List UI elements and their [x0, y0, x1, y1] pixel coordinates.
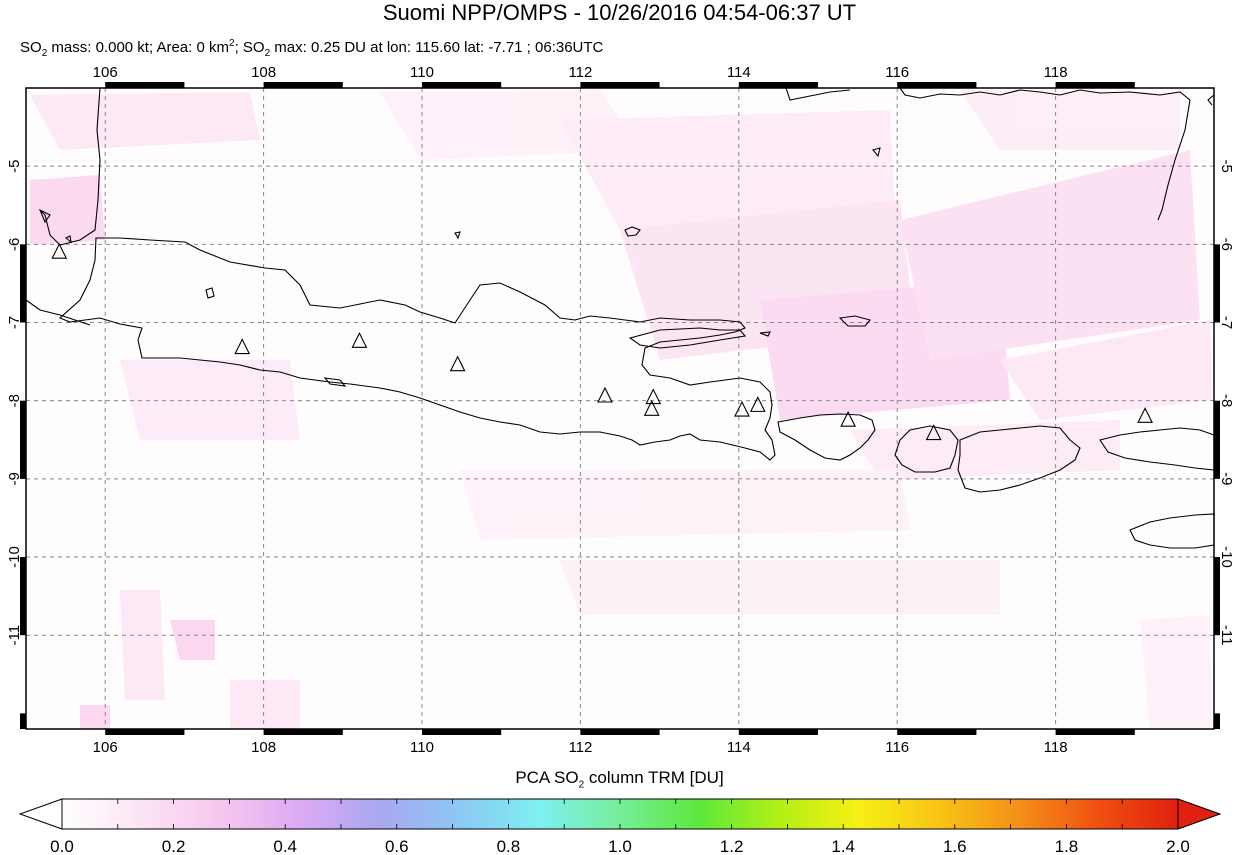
border-bar-top	[1055, 82, 1135, 88]
border-bar-left	[20, 557, 26, 636]
lon-tick-label-top: 112	[568, 64, 592, 81]
colorbar: 0.0 0.2 0.4 0.6 0.8 1.0 1.2 1.4 1.6 1.8 2.0	[18, 798, 1222, 855]
border-bar-bottom	[105, 729, 185, 735]
volcano-icon	[840, 410, 856, 427]
border-bar-bottom	[1055, 729, 1135, 735]
volcano-icon	[449, 355, 466, 372]
map-border-scale	[20, 82, 1220, 735]
lat-tick-label-right: -6	[1218, 238, 1235, 251]
volcano-icon	[234, 338, 251, 355]
colorbar-min-arrow	[18, 798, 63, 830]
border-bar-left	[20, 400, 26, 479]
border-bar-left	[20, 244, 26, 323]
map-gridlines	[26, 88, 1214, 729]
lat-tick-label-left: -5	[6, 159, 23, 172]
lat-tick-label-left: -11	[6, 625, 23, 646]
lon-tick-label-top: 108	[251, 64, 276, 81]
border-bar-top	[738, 82, 818, 88]
colorbar-tick-label: 2.0	[1166, 837, 1190, 855]
border-bar-bottom	[738, 729, 818, 735]
lat-tick-label-right: -7	[1218, 316, 1235, 329]
colorbar-max-arrow	[1177, 798, 1222, 830]
border-bar-right	[1214, 557, 1220, 636]
bali-coast	[777, 413, 876, 461]
colorbar-tick-label: 1.6	[943, 837, 967, 855]
colorbar-tick-label: 1.4	[831, 837, 855, 855]
lon-tick-label-bottom: 116	[885, 739, 909, 756]
lat-tick-label-left: -7	[6, 316, 23, 329]
lat-tick-label-left: -6	[6, 238, 23, 251]
volcano-markers	[51, 242, 1153, 441]
colorbar-tick-label: 0.2	[162, 837, 186, 855]
border-bar-bottom	[263, 729, 343, 735]
lon-tick-label-top: 116	[885, 64, 909, 81]
volcano-icon	[749, 396, 766, 412]
volcano-icon	[51, 242, 68, 259]
volcano-icon	[351, 332, 368, 348]
lon-tick-label-top: 106	[93, 64, 118, 81]
lat-tick-label-left: -8	[6, 394, 23, 407]
border-bar-top	[105, 82, 185, 88]
lat-tick-label-right: -11	[1218, 625, 1235, 646]
lon-tick-label-top: 118	[1044, 64, 1068, 81]
volcano-icon	[1137, 407, 1153, 423]
volcano-icon	[597, 386, 613, 403]
so2-map: 106 106 108 108 110 110 112 112 114 114 116 116 118 1…	[6, 64, 1235, 756]
lon-tick-label-top: 114	[727, 64, 751, 81]
lat-tick-label-right: -8	[1218, 394, 1235, 407]
lon-tick-label-bottom: 106	[93, 739, 118, 756]
lat-tick-label-right: -10	[1218, 546, 1235, 568]
volcano-icon	[925, 424, 942, 441]
colorbar-tick-label: 0.4	[273, 837, 297, 855]
border-bar-bottom	[580, 729, 660, 735]
border-bar-bottom	[422, 729, 502, 735]
lat-tick-label-left: -9	[6, 472, 23, 485]
border-bar-right	[1214, 713, 1220, 729]
colorbar-tick-label: 1.8	[1055, 837, 1079, 855]
border-bar-top	[897, 82, 977, 88]
lon-tick-label-top: 110	[410, 64, 434, 81]
border-bar-left	[20, 713, 26, 729]
lon-tick-label-bottom: 110	[410, 739, 434, 756]
lat-tick-label-left: -10	[6, 546, 23, 568]
border-bar-top	[580, 82, 660, 88]
lat-tick-label-right: -5	[1218, 159, 1235, 172]
border-bar-top	[422, 82, 502, 88]
border-bar-bottom	[897, 729, 977, 735]
axis-tick-labels: 106 106 108 108 110 110 112 112 114 114 116 116 118 1…	[6, 64, 1235, 756]
java-coast	[58, 237, 776, 461]
so2-stats-line: SO2 mass: 0.000 kt; Area: 0 km2; SO2 max…	[20, 38, 604, 59]
colorbar-tick-label: 1.0	[608, 837, 632, 855]
coastlines	[25, 87, 1215, 549]
volcano-icon	[734, 400, 750, 417]
colorbar-tick-label: 0.0	[50, 837, 74, 855]
border-bar-top	[263, 82, 343, 88]
map-title: Suomi NPP/OMPS - 10/26/2016 04:54-06:37 …	[382, 0, 857, 25]
border-bar-right	[1214, 244, 1220, 323]
colorbar-tick-label: 1.2	[720, 837, 744, 855]
lon-tick-label-bottom: 112	[568, 739, 592, 756]
lon-tick-label-bottom: 114	[727, 739, 751, 756]
volcano-icon	[643, 400, 660, 416]
lat-tick-label-right: -9	[1218, 472, 1235, 485]
colorbar-title: PCA SO2 column TRM [DU]	[515, 768, 724, 791]
lon-tick-label-bottom: 118	[1044, 739, 1068, 756]
lon-tick-label-bottom: 108	[251, 739, 276, 756]
colorbar-tick-label: 0.8	[497, 837, 521, 855]
border-bar-right	[1214, 400, 1220, 479]
colorbar-tick-label: 0.6	[385, 837, 409, 855]
